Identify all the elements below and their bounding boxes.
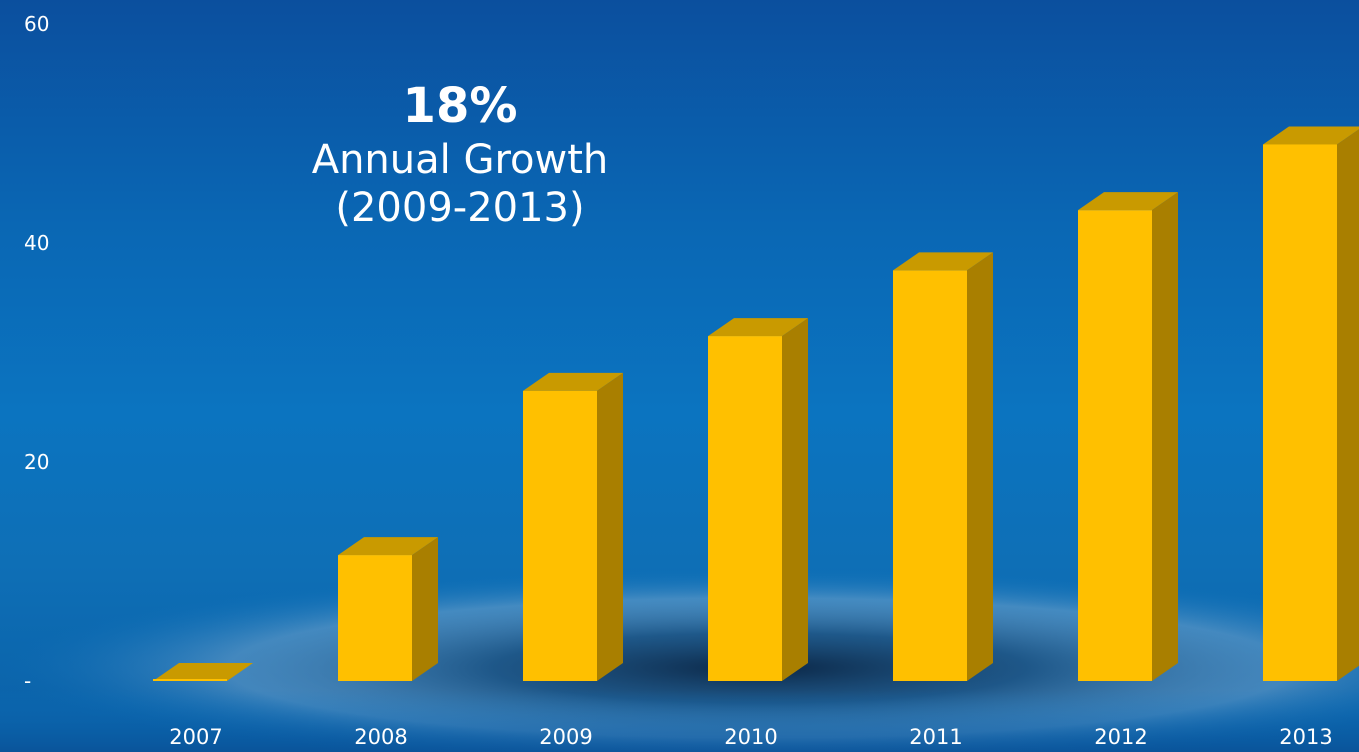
bar-front: [708, 336, 782, 681]
bar-top: [1078, 192, 1178, 211]
x-tick-label: 2007: [169, 725, 222, 749]
bar-side: [412, 537, 438, 681]
growth-annotation: 18% Annual Growth (2009-2013): [230, 78, 690, 232]
x-tick-label: 2013: [1279, 725, 1332, 749]
y-tick-label: -: [24, 669, 31, 693]
bar-2013: [1263, 126, 1359, 681]
bar-2008: [338, 537, 438, 681]
bar-front: [153, 679, 227, 681]
bar-front: [1078, 210, 1152, 681]
bar-2007: [153, 663, 253, 681]
growth-period: (2009-2013): [335, 184, 585, 231]
bar-side: [967, 252, 993, 681]
bar-side: [1152, 192, 1178, 681]
bar-top: [893, 252, 993, 271]
bar-2009: [523, 372, 623, 681]
bar-2011: [893, 252, 993, 681]
x-tick-label: 2009: [539, 725, 592, 749]
bar-top: [1263, 126, 1359, 145]
x-tick-label: 2012: [1094, 725, 1147, 749]
y-axis: - 20 40 60: [24, 12, 49, 693]
bars: [153, 126, 1359, 681]
bar-top: [338, 537, 438, 556]
bar-front: [523, 390, 597, 681]
bar-top: [153, 663, 253, 681]
bar-side: [782, 318, 808, 681]
y-tick-label: 60: [24, 12, 49, 36]
x-tick-label: 2011: [909, 725, 962, 749]
bar-side: [597, 372, 623, 681]
x-tick-label: 2010: [724, 725, 777, 749]
bar-front: [338, 555, 412, 681]
bar-front: [893, 270, 967, 681]
bar-2010: [708, 318, 808, 681]
bottom-fade: [0, 690, 1359, 752]
y-tick-label: 20: [24, 450, 49, 474]
growth-percent: 18%: [402, 78, 518, 134]
x-axis: 2007 2008 2009 2010 2011 2012 2013: [169, 725, 1332, 749]
y-tick-label: 40: [24, 231, 49, 255]
bar-top: [523, 372, 623, 391]
bar-side: [1337, 129, 1359, 681]
bar-front: [1263, 144, 1337, 681]
x-tick-label: 2008: [354, 725, 407, 749]
bar-2012: [1078, 192, 1178, 681]
bar-top: [708, 318, 808, 337]
growth-label: Annual Growth: [311, 136, 609, 183]
